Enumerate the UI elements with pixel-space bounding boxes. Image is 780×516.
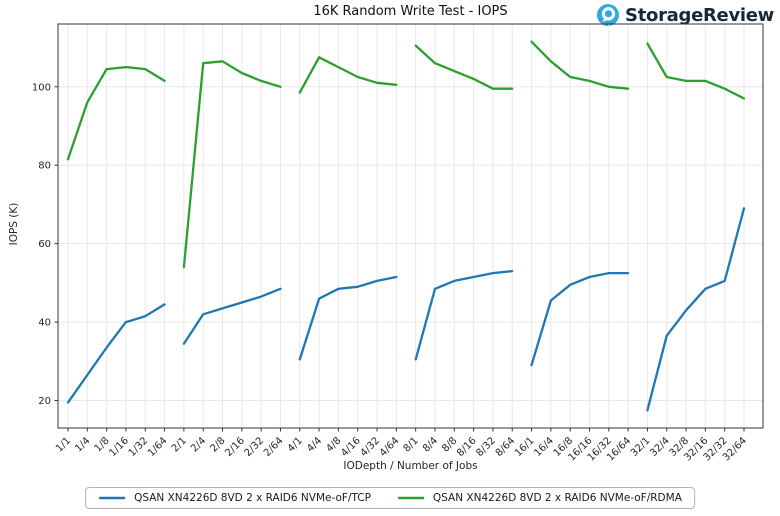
legend-item-tcp: QSAN XN4226D 8VD 2 x RAID6 NVMe-oF/TCP bbox=[98, 492, 371, 504]
svg-text:2/16: 2/16 bbox=[223, 435, 247, 459]
gridlines bbox=[58, 24, 763, 428]
svg-text:16/4: 16/4 bbox=[532, 435, 556, 459]
svg-text:80: 80 bbox=[38, 161, 51, 172]
storagereview-logo-icon bbox=[597, 4, 620, 26]
svg-text:8/32: 8/32 bbox=[474, 435, 498, 459]
svg-text:4/64: 4/64 bbox=[378, 435, 402, 459]
legend-label-rdma: QSAN XN4226D 8VD 2 x RAID6 NVMe-oF/RDMA bbox=[432, 492, 682, 504]
svg-text:20: 20 bbox=[38, 396, 51, 407]
legend-swatch-tcp-icon bbox=[99, 496, 126, 500]
series-line-tcp bbox=[66, 207, 746, 412]
svg-text:1/1: 1/1 bbox=[54, 435, 73, 454]
svg-text:1/64: 1/64 bbox=[146, 435, 170, 459]
storagereview-logo-text: StorageReview bbox=[625, 4, 774, 26]
legend-label-tcp: QSAN XN4226D 8VD 2 x RAID6 NVMe-oF/TCP bbox=[134, 492, 371, 504]
svg-text:2/32: 2/32 bbox=[243, 435, 267, 459]
svg-text:1/16: 1/16 bbox=[107, 435, 131, 459]
legend-item-rdma: QSAN XN4226D 8VD 2 x RAID6 NVMe-oF/RDMA bbox=[397, 492, 682, 504]
y-tick-labels: 20 40 60 80 100 bbox=[32, 82, 51, 407]
chart-title: 16K Random Write Test - IOPS bbox=[313, 4, 508, 19]
svg-text:1/4: 1/4 bbox=[73, 435, 92, 454]
svg-text:32/4: 32/4 bbox=[648, 435, 672, 459]
svg-text:100: 100 bbox=[32, 82, 51, 93]
svg-text:8/64: 8/64 bbox=[494, 435, 518, 459]
svg-text:8/4: 8/4 bbox=[421, 435, 440, 454]
svg-text:2/64: 2/64 bbox=[262, 435, 286, 459]
svg-text:16/1: 16/1 bbox=[513, 435, 537, 459]
storagereview-logo: StorageReview bbox=[596, 3, 774, 27]
chart-legend: QSAN XN4226D 8VD 2 x RAID6 NVMe-oF/TCP Q… bbox=[85, 487, 695, 509]
plot-area: 1/1 1/4 1/81/161/321/64 2/1 2/4 2/82/162/322/… bbox=[32, 23, 764, 464]
y-axis-label: IOPS (K) bbox=[8, 202, 20, 246]
plot-border bbox=[57, 23, 764, 429]
svg-text:1/32: 1/32 bbox=[127, 435, 151, 459]
svg-text:2/1: 2/1 bbox=[170, 435, 189, 454]
svg-text:2/4: 2/4 bbox=[189, 435, 208, 454]
svg-text:4/4: 4/4 bbox=[305, 435, 324, 454]
svg-text:40: 40 bbox=[38, 318, 51, 329]
svg-text:8/16: 8/16 bbox=[455, 435, 479, 459]
svg-text:4/1: 4/1 bbox=[286, 435, 305, 454]
svg-text:60: 60 bbox=[38, 239, 51, 250]
svg-text:4/32: 4/32 bbox=[358, 435, 382, 459]
svg-text:4/16: 4/16 bbox=[339, 435, 363, 459]
x-axis-label: IODepth / Number of Jobs bbox=[343, 460, 478, 472]
svg-text:8/1: 8/1 bbox=[402, 435, 421, 454]
axis-ticks bbox=[54, 86, 745, 432]
svg-text:32/1: 32/1 bbox=[629, 435, 653, 459]
series-line-rdma bbox=[66, 40, 746, 269]
legend-swatch-rdma-icon bbox=[397, 496, 424, 500]
